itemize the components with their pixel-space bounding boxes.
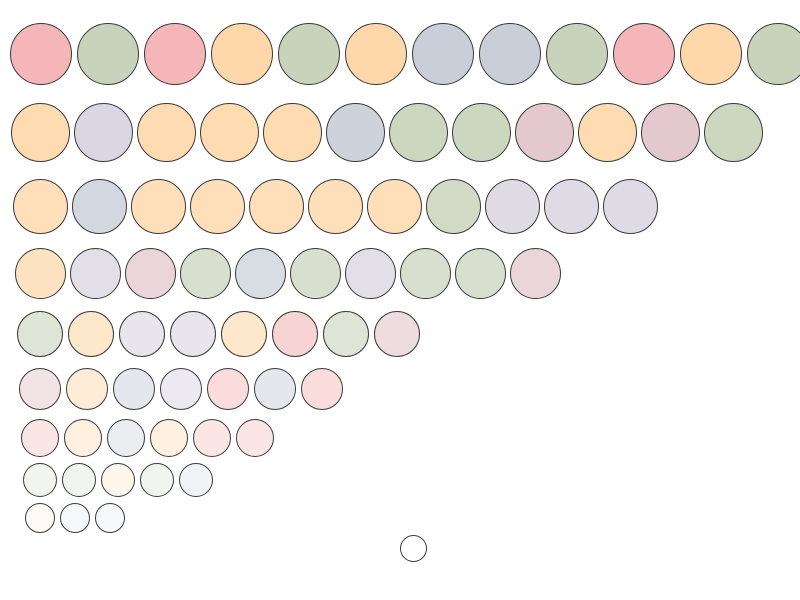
circle [190,179,245,234]
circle [290,248,341,299]
circle [144,23,206,85]
circle [272,311,318,357]
circle [17,311,63,357]
circle [119,311,165,357]
circle [131,179,186,234]
circle [747,23,800,85]
circle [603,179,658,234]
circle [254,368,296,410]
circle [510,248,561,299]
circle [455,248,506,299]
circle [326,103,385,162]
circle [641,103,700,162]
circle [64,419,102,457]
circle [160,368,202,410]
circle [11,103,70,162]
circle [345,248,396,299]
circle [137,103,196,162]
circle [95,503,125,533]
circle [249,179,304,234]
circle [374,311,420,357]
circle [452,103,511,162]
circle [72,179,127,234]
circle [10,23,72,85]
circle [66,368,108,410]
circle [301,368,343,410]
circle [546,23,608,85]
circle [412,23,474,85]
circle [578,103,637,162]
circle [140,463,174,497]
circle [101,463,135,497]
circle [179,463,213,497]
circle [150,419,188,457]
circle [426,179,481,234]
circle [613,23,675,85]
circle [193,419,231,457]
circle [400,535,427,562]
circle [70,248,121,299]
circle [211,23,273,85]
circle [680,23,742,85]
circle [236,419,274,457]
circle [23,463,57,497]
circle [77,23,139,85]
circle [278,23,340,85]
circle [263,103,322,162]
circle [389,103,448,162]
circle [170,311,216,357]
circle [125,248,176,299]
circle [180,248,231,299]
circle [15,248,66,299]
circle [485,179,540,234]
circle [367,179,422,234]
circle [207,368,249,410]
circle [515,103,574,162]
circle [107,419,145,457]
circle [200,103,259,162]
circle [544,179,599,234]
circle [62,463,96,497]
circle [400,248,451,299]
circle [21,419,59,457]
circle [323,311,369,357]
circle [479,23,541,85]
circle [345,23,407,85]
circle [19,368,61,410]
circle [308,179,363,234]
circle [74,103,133,162]
circle [221,311,267,357]
circle [60,503,90,533]
circle [704,103,763,162]
circle [68,311,114,357]
circle [113,368,155,410]
circle [25,503,55,533]
circle [235,248,286,299]
circle [13,179,68,234]
